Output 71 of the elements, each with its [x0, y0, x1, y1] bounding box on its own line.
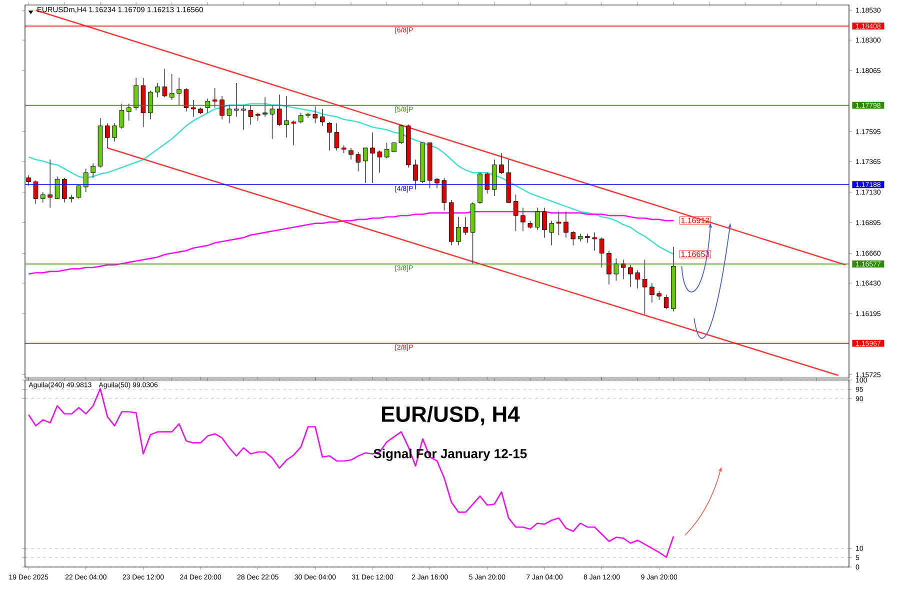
candlestick	[549, 220, 554, 246]
candlestick	[334, 122, 340, 151]
candlestick	[642, 259, 648, 315]
candlestick	[520, 207, 526, 232]
candlestick	[556, 211, 562, 236]
candlestick	[398, 124, 404, 144]
candlestick	[650, 282, 654, 303]
candlestick	[306, 112, 310, 118]
candlestick	[442, 178, 447, 211]
candlestick	[105, 122, 110, 148]
candlestick	[62, 178, 67, 203]
candlestick	[262, 96, 268, 118]
candlestick	[270, 104, 275, 140]
candlestick	[499, 152, 504, 174]
candlestick	[570, 230, 576, 246]
candlestick	[534, 207, 540, 230]
candlestick	[656, 290, 662, 300]
candlestick	[205, 98, 210, 114]
candlestick	[585, 233, 590, 244]
candlestick	[76, 185, 82, 199]
candlestick	[298, 112, 304, 124]
candlestick	[606, 250, 612, 285]
candlestick	[226, 104, 232, 124]
candlestick	[377, 150, 382, 173]
candlestick	[463, 216, 468, 236]
candlestick	[664, 294, 669, 310]
candlestick	[155, 82, 160, 98]
candlestick	[312, 106, 318, 124]
candlestick	[220, 96, 224, 120]
candlestick	[184, 88, 189, 112]
candlestick	[592, 232, 598, 251]
text: EUR/USD, H4	[382, 406, 520, 426]
candlestick	[276, 94, 282, 126]
candlestick	[635, 270, 640, 289]
candlestick	[384, 142, 390, 159]
candlestick	[234, 82, 239, 118]
candlestick	[176, 77, 182, 106]
candlestick	[126, 103, 132, 121]
candlestick	[320, 108, 325, 126]
candlestick	[212, 88, 218, 108]
candlestick	[628, 264, 633, 288]
candlestick	[190, 100, 196, 118]
candlestick	[456, 216, 461, 246]
candlestick	[148, 90, 153, 120]
candlestick	[413, 159, 418, 190]
candlestick	[112, 122, 117, 142]
candlestick	[248, 104, 254, 125]
candlestick	[513, 194, 518, 232]
candlestick	[542, 207, 547, 238]
candlestick	[291, 120, 296, 146]
candlestick	[241, 104, 246, 130]
candlestick	[370, 132, 375, 184]
candlestick	[162, 68, 168, 98]
candlestick	[599, 237, 604, 268]
candlestick	[40, 192, 46, 203]
candlestick	[564, 211, 568, 238]
candlestick	[48, 159, 52, 208]
candlestick	[134, 77, 138, 111]
candlestick	[169, 74, 174, 100]
candlestick	[119, 103, 124, 129]
candlestick	[392, 142, 396, 152]
candlestick	[356, 152, 361, 172]
candlestick	[614, 258, 619, 281]
candlestick	[362, 148, 368, 184]
candlestick	[434, 178, 440, 189]
candlestick	[284, 96, 289, 138]
candlestick	[84, 168, 88, 192]
candlestick	[484, 172, 490, 194]
candlestick	[90, 163, 96, 178]
candlestick	[348, 148, 354, 160]
candlestick	[327, 122, 332, 151]
